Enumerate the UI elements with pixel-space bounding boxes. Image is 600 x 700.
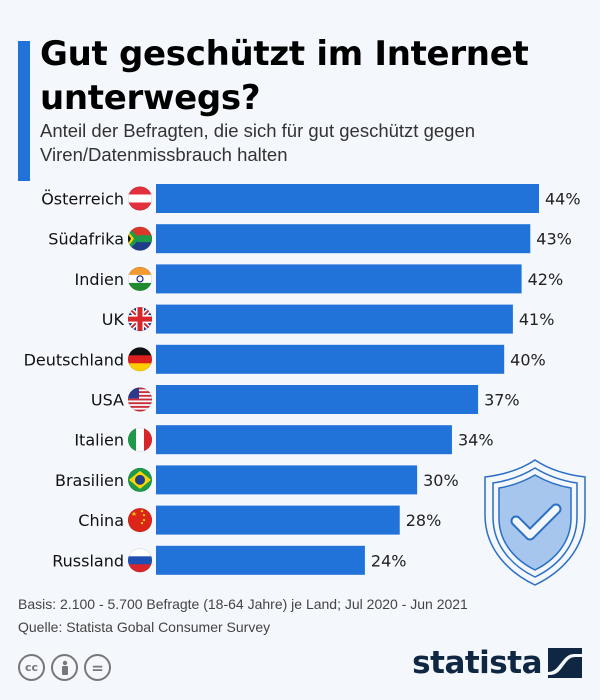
value-label: 37% bbox=[484, 391, 520, 410]
logo-text: statista bbox=[412, 645, 542, 681]
value-label: 40% bbox=[510, 350, 546, 369]
bar[interactable] bbox=[156, 505, 400, 535]
bar-chart: Österreich 44% Südafrika 43% Indien 42% UK 41% D… bbox=[24, 184, 581, 575]
cc-icon[interactable]: cc bbox=[18, 654, 45, 681]
license-icons: cc = bbox=[18, 654, 111, 681]
russia-flag-icon bbox=[128, 548, 153, 573]
bar-row: Brasilien 30% bbox=[55, 465, 459, 495]
no-derivatives-icon[interactable]: = bbox=[84, 654, 111, 681]
bar-row: Deutschland 40% bbox=[24, 344, 546, 374]
bar-row: UK 41% bbox=[102, 304, 555, 334]
china-flag-icon bbox=[128, 508, 153, 533]
bar[interactable] bbox=[156, 264, 522, 294]
category-label: Italien bbox=[74, 431, 124, 450]
brazil-flag-icon bbox=[128, 467, 153, 492]
bar-row: China 28% bbox=[78, 505, 442, 535]
value-label: 28% bbox=[406, 511, 442, 530]
bar[interactable] bbox=[156, 344, 505, 374]
bar-row: Österreich 44% bbox=[41, 184, 581, 213]
usa-flag-icon bbox=[128, 387, 153, 412]
value-label: 44% bbox=[545, 190, 581, 209]
bar[interactable] bbox=[156, 465, 418, 495]
category-label: Österreich bbox=[41, 190, 124, 209]
bar-row: Italien 34% bbox=[74, 425, 494, 455]
statista-logo[interactable]: statista bbox=[412, 645, 582, 681]
attribution-icon[interactable] bbox=[51, 654, 78, 681]
bar-row: Russland 24% bbox=[52, 545, 407, 575]
south-africa-flag-icon bbox=[128, 226, 153, 251]
germany-flag-icon bbox=[128, 347, 153, 372]
bar[interactable] bbox=[156, 385, 479, 414]
bar[interactable] bbox=[156, 304, 513, 334]
category-label: Südafrika bbox=[48, 230, 124, 249]
bar[interactable] bbox=[156, 224, 531, 254]
category-label: UK bbox=[102, 310, 125, 329]
bar[interactable] bbox=[156, 545, 365, 575]
statista-logo-icon bbox=[548, 648, 582, 678]
chart-title: Gut geschützt im Internet unterwegs? bbox=[40, 34, 529, 118]
value-label: 24% bbox=[371, 551, 407, 570]
value-label: 41% bbox=[519, 310, 555, 329]
italy-flag-icon bbox=[128, 427, 153, 452]
value-label: 34% bbox=[458, 431, 494, 450]
category-label: China bbox=[78, 511, 124, 530]
category-label: Brasilien bbox=[55, 471, 124, 490]
category-label: Indien bbox=[75, 270, 124, 289]
footer-source: Quelle: Statista Gobal Consumer Survey bbox=[18, 619, 271, 635]
value-label: 43% bbox=[536, 230, 572, 249]
bar-row: Südafrika 43% bbox=[48, 224, 572, 254]
category-label: Deutschland bbox=[24, 350, 124, 369]
category-label: Russland bbox=[52, 551, 124, 570]
value-label: 42% bbox=[528, 270, 564, 289]
value-label: 30% bbox=[423, 471, 459, 490]
title-accent-bar bbox=[18, 41, 30, 181]
india-flag-icon bbox=[128, 266, 153, 291]
footer-basis: Basis: 2.100 - 5.700 Befragte (18-64 Jah… bbox=[18, 596, 468, 612]
bar-row: Indien 42% bbox=[75, 264, 564, 294]
shield-check-icon bbox=[484, 459, 586, 586]
category-label: USA bbox=[91, 391, 124, 410]
bar[interactable] bbox=[156, 184, 539, 213]
bar[interactable] bbox=[156, 425, 452, 455]
uk-flag-icon bbox=[128, 307, 153, 332]
chart-subtitle: Anteil der Befragten, die sich für gut g… bbox=[40, 120, 476, 165]
austria-flag-icon bbox=[128, 186, 153, 211]
bar-row: USA 37% bbox=[91, 385, 520, 414]
